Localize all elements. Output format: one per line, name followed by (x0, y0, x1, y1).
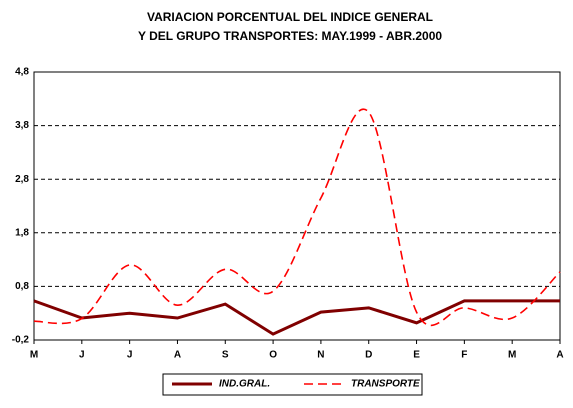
x-tick-label: M (30, 350, 38, 361)
x-tick-label: N (317, 350, 324, 361)
x-tick-label: E (413, 350, 420, 361)
x-tick-label: J (127, 350, 133, 361)
legend-box (162, 373, 423, 396)
chart-title: Y DEL GRUPO TRANSPORTES: MAY.1999 - ABR.… (138, 29, 442, 43)
x-tick-label: D (365, 350, 372, 361)
x-tick-label: F (461, 350, 467, 361)
series-line (33, 299, 560, 336)
y-tick-label: 1,8 (15, 227, 29, 238)
series-line (33, 108, 561, 327)
y-tick-label: 2,8 (15, 174, 29, 185)
x-tick-label: A (556, 350, 563, 361)
y-tick-label: 0,8 (15, 281, 29, 292)
legend-label: IND.GRAL. (219, 379, 270, 390)
plot-frame (33, 71, 561, 341)
x-tick-label: J (79, 350, 85, 361)
x-tick-label: M (508, 350, 516, 361)
legend-label: TRANSPORTE (351, 379, 420, 390)
chart-title: VARIACION PORCENTUAL DEL INDICE GENERAL (147, 10, 433, 24)
x-tick-label: A (174, 350, 181, 361)
x-tick-label: O (269, 350, 277, 361)
y-tick-label: -0,2 (12, 335, 30, 346)
y-tick-label: 3,8 (15, 120, 29, 131)
x-tick-label: S (222, 350, 229, 361)
y-tick-label: 4,8 (15, 67, 29, 78)
